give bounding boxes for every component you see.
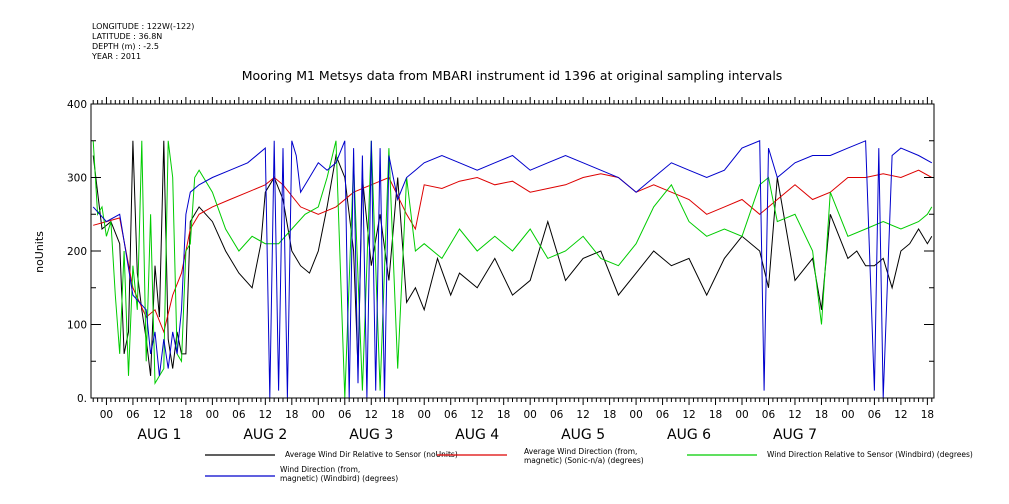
x-tick-label: 00 — [841, 409, 854, 421]
year-label: YEAR : 2011 — [92, 52, 142, 61]
day-label: AUG 3 — [349, 427, 393, 443]
legend-label-2: magnetic) (Sonic-n/a) (degrees) — [524, 456, 644, 465]
x-tick-label: 06 — [868, 409, 882, 421]
day-label: AUG 2 — [243, 427, 287, 443]
legend-label-4: magnetic) (Windbird) (degrees) — [280, 474, 398, 483]
x-tick-label: 12 — [259, 409, 272, 421]
x-tick-label: 12 — [894, 409, 907, 421]
x-tick-label: 00 — [418, 409, 431, 421]
y-tick-label: 300 — [67, 173, 87, 185]
x-tick-label: 12 — [153, 409, 166, 421]
x-tick-label: 00 — [206, 409, 219, 421]
series-line-2 — [93, 169, 933, 334]
x-tick-label: 18 — [603, 409, 616, 421]
day-label: AUG 4 — [455, 427, 499, 443]
longitude-label: LONGITUDE : 122W(-122) — [92, 22, 195, 31]
x-tick-label: 18 — [497, 409, 510, 421]
day-label: AUG 1 — [137, 427, 181, 443]
x-tick-label: 12 — [682, 409, 695, 421]
y-tick-label: 200 — [67, 246, 87, 258]
y-tick-label: 100 — [67, 320, 87, 332]
y-tick-label: 0. — [77, 393, 87, 405]
latitude-label: LATITUDE : 36.8N — [92, 32, 163, 41]
x-tick-label: 00 — [523, 409, 536, 421]
x-tick-label: 12 — [365, 409, 378, 421]
x-tick-label: 12 — [788, 409, 801, 421]
x-tick-label: 18 — [709, 409, 722, 421]
day-label: AUG 7 — [773, 427, 817, 443]
x-tick-label: 06 — [338, 409, 352, 421]
legend-label-3: Wind Direction Relative to Sensor (Windb… — [767, 450, 973, 459]
x-tick-label: 06 — [656, 409, 670, 421]
x-tick-label: 06 — [762, 409, 776, 421]
x-tick-label: 18 — [391, 409, 404, 421]
x-tick-label: 06 — [550, 409, 564, 421]
chart-title: Mooring M1 Metsys data from MBARI instru… — [242, 68, 783, 83]
day-label: AUG 6 — [667, 427, 711, 443]
legend-label-1: Average Wind Dir Relative to Sensor (noU… — [285, 450, 458, 459]
x-tick-label: 12 — [471, 409, 484, 421]
x-tick-label: 00 — [100, 409, 113, 421]
x-tick-label: 06 — [232, 409, 246, 421]
depth-label: DEPTH (m) : -2.5 — [92, 42, 159, 51]
x-tick-label: 06 — [126, 409, 140, 421]
x-tick-label: 00 — [735, 409, 748, 421]
x-tick-label: 18 — [285, 409, 298, 421]
x-tick-label: 18 — [921, 409, 934, 421]
x-tick-label: 00 — [629, 409, 642, 421]
legend-label-2: Average Wind Direction (from, — [524, 447, 637, 456]
series-line-3 — [92, 140, 933, 399]
day-label: AUG 5 — [561, 427, 605, 443]
x-tick-label: 06 — [444, 409, 458, 421]
y-tick-label: 400 — [67, 99, 87, 111]
series-line-1 — [92, 140, 933, 376]
x-tick-label: 18 — [815, 409, 828, 421]
x-tick-label: 18 — [179, 409, 192, 421]
y-axis-label: noUnits — [33, 231, 46, 273]
legend-label-4: Wind Direction (from, — [280, 465, 360, 474]
x-tick-label: 00 — [312, 409, 325, 421]
series-line-4 — [92, 140, 933, 399]
x-tick-label: 12 — [576, 409, 589, 421]
